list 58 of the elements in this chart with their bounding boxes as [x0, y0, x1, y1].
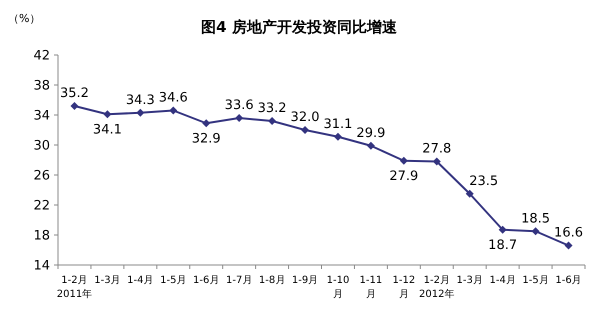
- x-tick-label: 1-10 月: [326, 275, 350, 300]
- point: [400, 156, 408, 165]
- data-label: 29.9: [356, 126, 386, 141]
- y-tick-label: 22: [33, 198, 50, 214]
- x-tick-label: 1-8月: [258, 275, 286, 286]
- data-label: 32.9: [192, 131, 221, 146]
- point: [70, 102, 78, 110]
- x-tick-label: 1-11 月: [360, 275, 382, 300]
- y-tick-label: 26: [33, 168, 50, 184]
- data-label: 34.6: [158, 90, 188, 106]
- y-tick-label: 38: [33, 78, 50, 94]
- point: [366, 142, 375, 150]
- point: [498, 226, 507, 234]
- point: [136, 108, 144, 117]
- point: [334, 132, 342, 141]
- point: [564, 242, 573, 250]
- x-tick-label: 1-3月: [94, 275, 121, 286]
- point: [202, 119, 210, 128]
- x-tick-label: 1-7月: [226, 275, 252, 286]
- data-label: 18.7: [488, 238, 518, 253]
- data-label: 32.0: [290, 110, 320, 125]
- y-tick-label: 30: [33, 138, 50, 154]
- y-tick-label: 18: [33, 228, 50, 244]
- data-label: 23.5: [469, 174, 498, 189]
- x-tick-label: 1-2月 2012年: [419, 275, 455, 300]
- data-label: 16.6: [554, 226, 584, 240]
- point: [532, 227, 540, 236]
- data-label: 27.8: [422, 142, 452, 156]
- point: [235, 114, 244, 122]
- chart-title: 图4 房地产开发投资同比增速: [201, 18, 398, 36]
- point: [432, 158, 441, 166]
- y-axis-title: （%）: [8, 12, 40, 25]
- point: [169, 106, 178, 114]
- x-tick-label: 1-5月: [522, 275, 549, 286]
- data-label: 18.5: [521, 211, 550, 226]
- point: [466, 190, 474, 198]
- x-tick-label: 1-6月: [193, 275, 220, 286]
- data-label: 35.2: [60, 86, 89, 101]
- y-tick-label: 42: [33, 48, 50, 64]
- point: [268, 117, 276, 125]
- data-label: 27.9: [389, 168, 418, 184]
- x-tick-label: 1-12 月: [392, 275, 416, 300]
- y-tick-label: 34: [33, 108, 50, 124]
- point: [103, 110, 112, 118]
- x-tick-label: 1-6月: [555, 275, 582, 286]
- data-label: 33.6: [224, 98, 254, 113]
- data-label: 34.1: [92, 122, 122, 138]
- x-tick-label: 1-2月 2011年: [56, 275, 92, 300]
- data-label: 34.3: [126, 92, 155, 108]
- data-label: 33.2: [258, 101, 287, 116]
- point: [301, 126, 310, 134]
- x-tick-label: 1-9月: [292, 275, 318, 286]
- x-tick-label: 1-4月: [127, 275, 154, 286]
- x-tick-label: 1-5月: [160, 275, 186, 286]
- y-tick-label: 14: [33, 258, 50, 274]
- x-tick-label: 1-4月: [489, 275, 516, 286]
- x-tick-label: 1-3月: [456, 275, 483, 286]
- data-label: 31.1: [323, 116, 352, 132]
